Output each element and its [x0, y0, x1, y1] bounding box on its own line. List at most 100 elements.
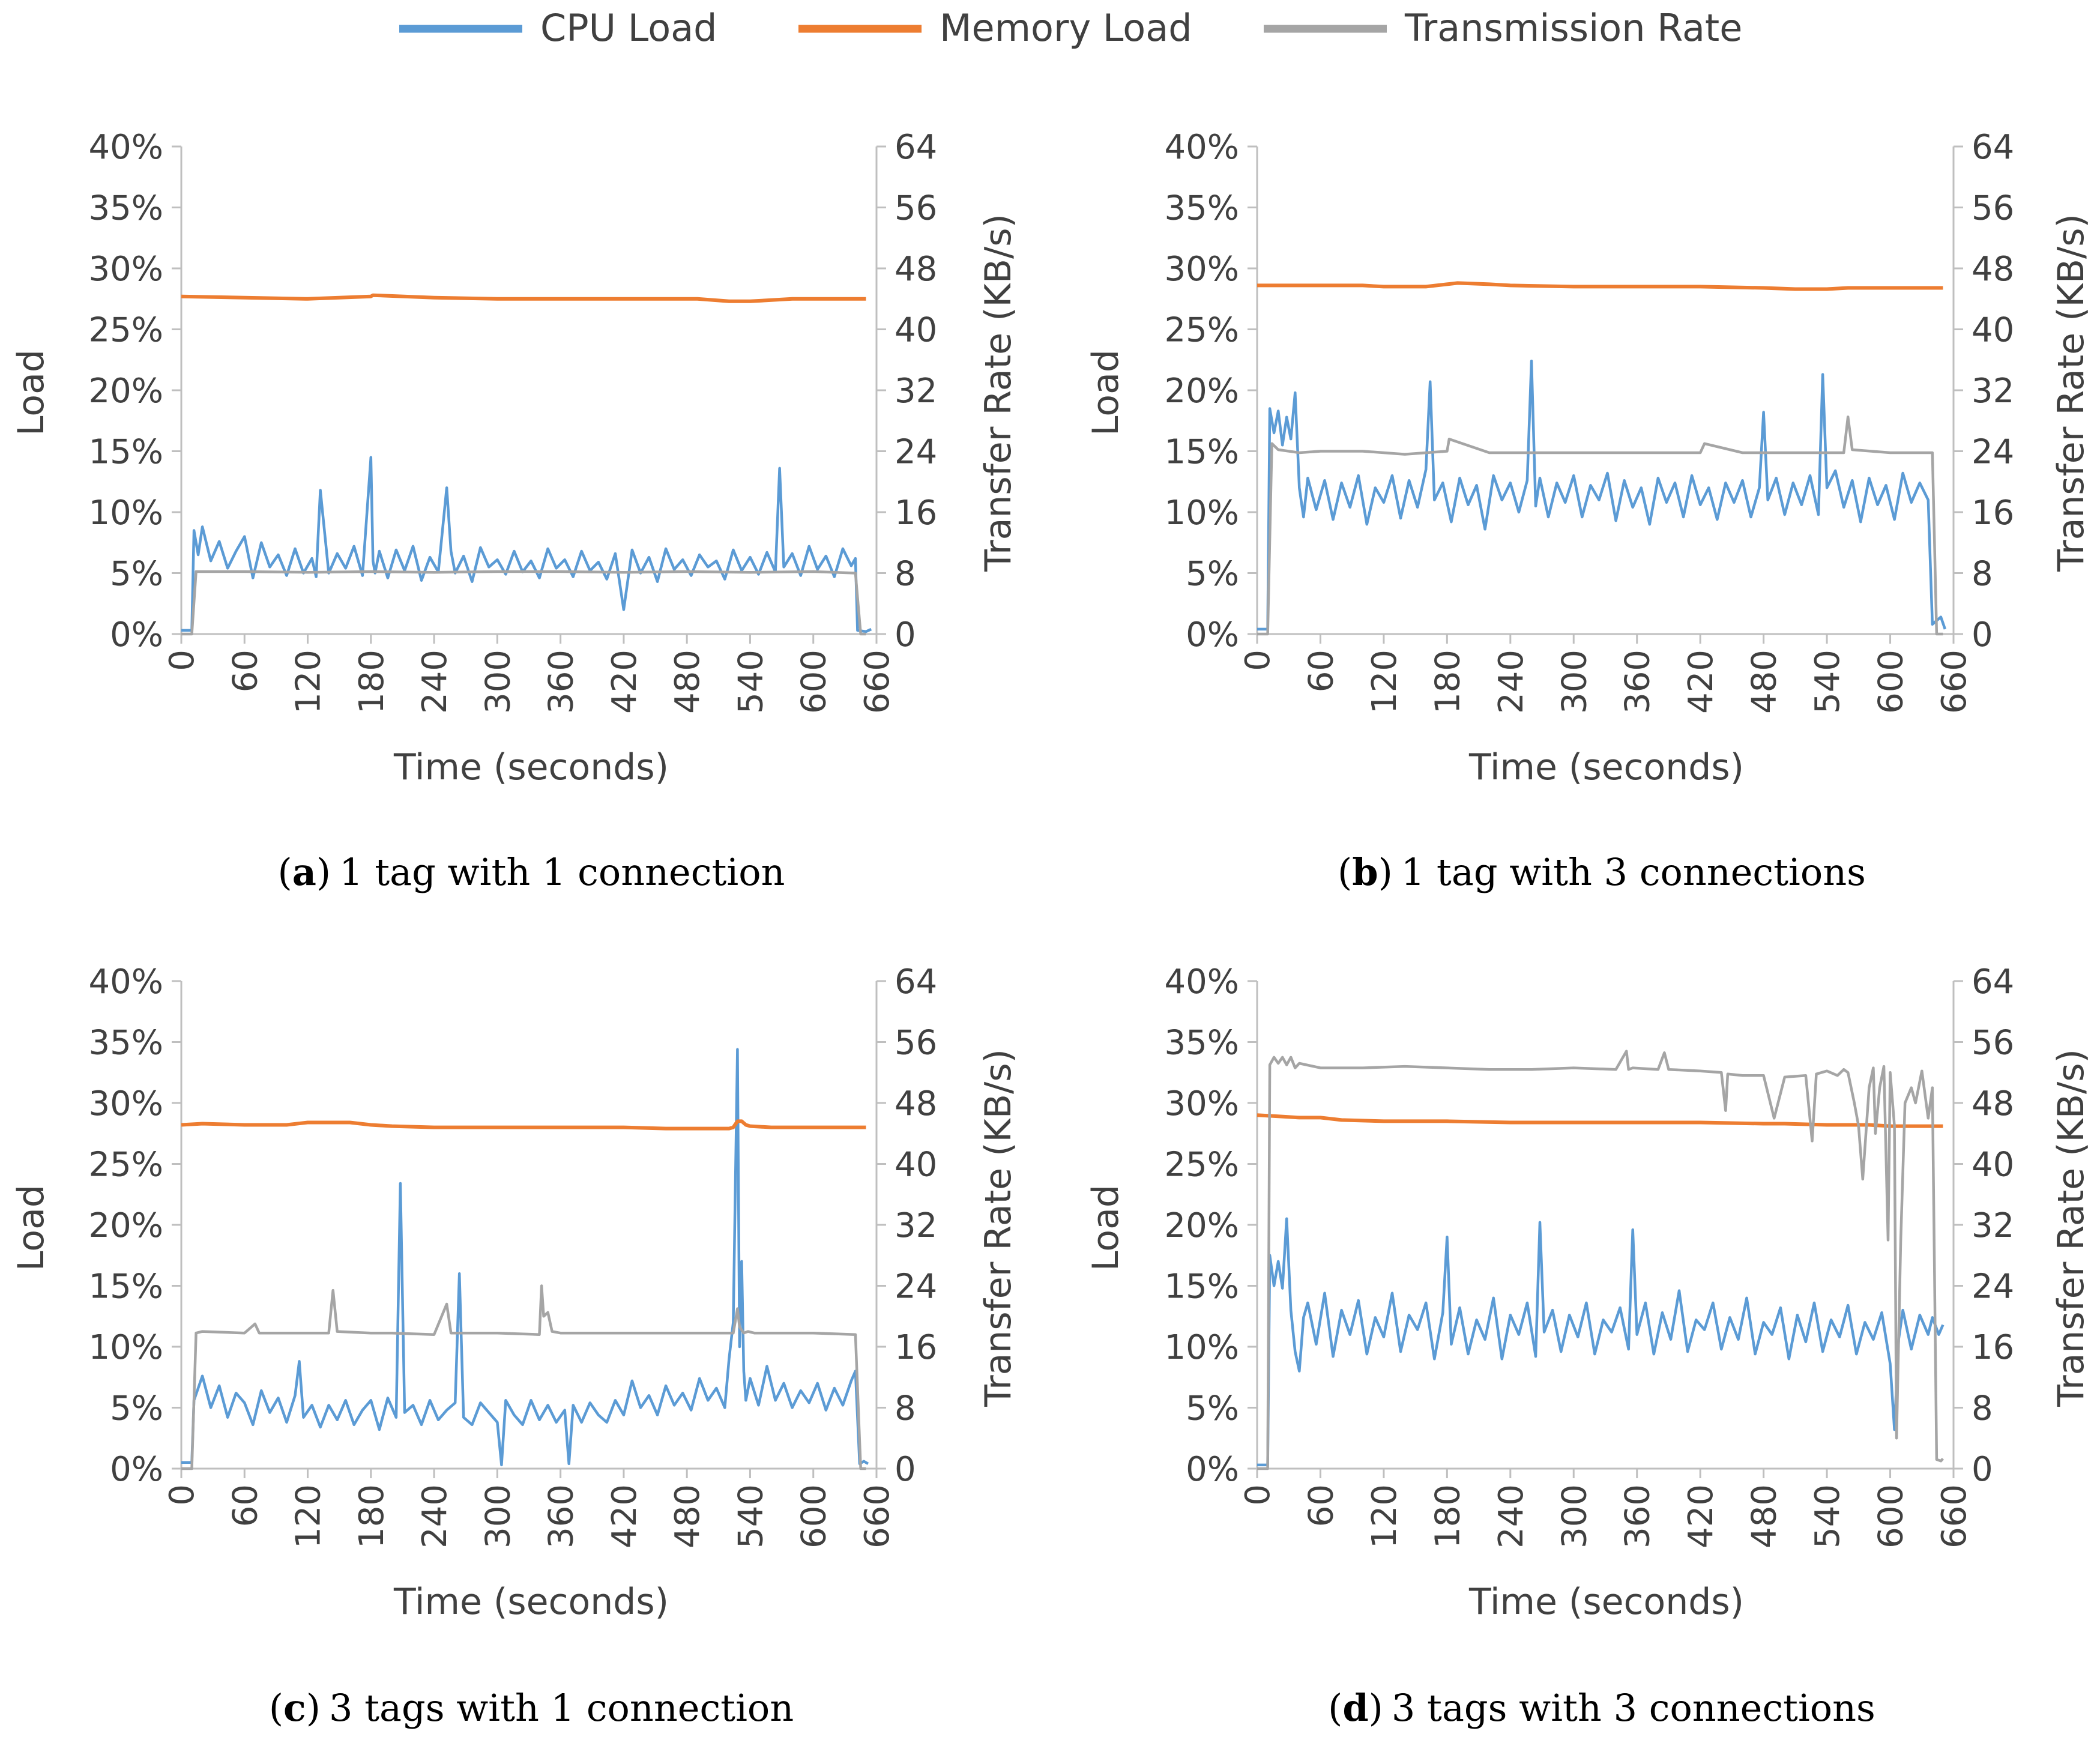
y-tick-label: 40%: [89, 128, 163, 167]
caption-text: 3 tags with 1 connection: [329, 1686, 794, 1730]
y-axis-title: Load: [1085, 349, 1127, 436]
panel-a: 0% 5% 10% 15% 20% 25% 30% 35% 40% 0 8 16 24 32 40 48 56 6…: [10, 128, 1019, 894]
caption-letter: d: [1342, 1686, 1368, 1730]
x-tick-label: 180: [1428, 650, 1467, 714]
y2-tick-label: 32: [1972, 1206, 2014, 1245]
y2-tick-label: 0: [895, 1450, 916, 1489]
series-lines: [1257, 1050, 1945, 1470]
y2-tick-label: 64: [1972, 962, 2014, 1001]
series-lines: [1257, 281, 1947, 636]
x-tick-label: 0: [163, 650, 202, 671]
x-tick-label: 120: [1365, 1484, 1404, 1548]
y-tick-label: 5%: [110, 555, 163, 594]
y-tick-label: 5%: [1186, 1389, 1239, 1428]
y2-tick-label: 24: [895, 1267, 937, 1307]
x-axis-title: Time (seconds): [1468, 1581, 1744, 1623]
series-line-memory-load: [181, 293, 866, 303]
y2-tick-label: 64: [1972, 128, 2014, 167]
x-tick-label: 240: [415, 1484, 454, 1548]
legend: CPU Load Memory Load Transmission Rate: [399, 6, 1742, 50]
y-tick-label: 20%: [1165, 372, 1239, 411]
caption: (a) 1 tag with 1 connection: [278, 850, 785, 894]
x-tick-label: 240: [1492, 650, 1531, 714]
legend-label-memory-load: Memory Load: [940, 6, 1192, 50]
y-tick-label: 15%: [1165, 433, 1239, 472]
caption-text: 1 tag with 1 connection: [339, 850, 785, 894]
x-tick-label: 600: [1872, 650, 1911, 714]
x-tick-label: 180: [352, 650, 391, 714]
y2-tick-label: 48: [1972, 250, 2014, 289]
y2-tick-label: 32: [895, 372, 937, 411]
y-tick-label: 20%: [89, 1206, 163, 1245]
y-tick-label: 35%: [89, 189, 163, 228]
x-tick-label: 300: [1555, 1484, 1594, 1548]
series-line-cpu-load: [1257, 360, 1947, 631]
y2-axis-title: Transfer Rate (KB/s): [2050, 214, 2092, 572]
x-tick-label: 0: [1239, 1484, 1278, 1506]
x-tick-label: 0: [1239, 650, 1278, 671]
panel-c: 0% 5% 10% 15% 20% 25% 30% 35% 40% 0 8 16 24 32 40 48 56 6…: [10, 962, 1019, 1730]
y2-tick-label: 24: [895, 433, 937, 472]
x-tick-label: 180: [1428, 1484, 1467, 1548]
series-line-transmission-rate: [1257, 1050, 1945, 1470]
y2-tick-label: 64: [895, 128, 937, 167]
y2-tick-label: 40: [1972, 311, 2014, 350]
x-tick-label: 360: [542, 650, 581, 714]
x-tick-label: 660: [858, 1484, 897, 1548]
tick-labels: 0% 5% 10% 15% 20% 25% 30% 35% 40% 0 8 16 24 32 40 48 56 6…: [89, 962, 938, 1548]
x-tick-label: 540: [731, 1484, 770, 1548]
y-axis-title: Load: [10, 349, 52, 436]
x-tick-label: 660: [1935, 650, 1974, 714]
y2-tick-label: 32: [1972, 372, 2014, 411]
x-tick-label: 0: [163, 1484, 202, 1506]
x-tick-label: 420: [605, 650, 644, 714]
tick-labels: 0% 5% 10% 15% 20% 25% 30% 35% 40% 0 8 16 24 32 40 48 56 6…: [89, 128, 938, 714]
x-tick-label: 120: [289, 650, 328, 714]
x-axis-title: Time (seconds): [393, 746, 669, 788]
x-tick-label: 480: [1745, 650, 1784, 714]
y-tick-label: 25%: [1165, 311, 1239, 350]
x-tick-label: 60: [226, 650, 265, 692]
x-tick-label: 60: [226, 1484, 265, 1527]
x-axis-title: Time (seconds): [1468, 746, 1744, 788]
y-tick-label: 25%: [1165, 1146, 1239, 1185]
y-tick-label: 30%: [89, 250, 163, 289]
series-line-cpu-load: [1257, 1217, 1945, 1467]
y-tick-label: 35%: [1165, 189, 1239, 228]
y-tick-label: 25%: [89, 311, 163, 350]
x-tick-label: 120: [289, 1484, 328, 1548]
y2-tick-label: 16: [1972, 494, 2014, 533]
y-tick-label: 0%: [1186, 1450, 1239, 1489]
y-tick-label: 15%: [1165, 1267, 1239, 1307]
x-tick-label: 420: [605, 1484, 644, 1548]
y-tick-label: 10%: [89, 494, 163, 533]
y2-tick-label: 16: [1972, 1328, 2014, 1367]
y2-axis-title: Transfer Rate (KB/s): [977, 214, 1019, 572]
x-tick-label: 300: [478, 650, 517, 714]
x-tick-label: 540: [731, 650, 770, 714]
panel-b: 0% 5% 10% 15% 20% 25% 30% 35% 40% 0 8 16 24 32 40 48 56 6…: [1085, 128, 2092, 894]
series-lines: [181, 1048, 869, 1470]
y2-tick-label: 0: [895, 615, 916, 654]
caption: (c) 3 tags with 1 connection: [269, 1686, 794, 1730]
y2-tick-label: 56: [895, 1024, 937, 1063]
x-tick-label: 660: [1935, 1484, 1974, 1548]
y-tick-label: 30%: [89, 1084, 163, 1123]
y-tick-label: 10%: [1165, 1328, 1239, 1367]
y2-tick-label: 56: [895, 189, 937, 228]
x-tick-label: 360: [542, 1484, 581, 1548]
series-line-transmission-rate: [1257, 415, 1943, 636]
x-tick-label: 240: [1492, 1484, 1531, 1548]
y2-tick-label: 8: [1972, 555, 1993, 594]
series-line-cpu-load: [181, 456, 872, 633]
y2-tick-label: 48: [1972, 1084, 2014, 1123]
x-axis-title: Time (seconds): [393, 1581, 669, 1623]
x-tick-label: 360: [1619, 1484, 1658, 1548]
series-line-memory-load: [1257, 1113, 1943, 1128]
y-axis-title: Load: [1085, 1185, 1127, 1271]
y-tick-label: 40%: [1165, 962, 1239, 1001]
caption-letter: a: [292, 850, 316, 894]
y2-tick-label: 56: [1972, 1024, 2014, 1063]
x-tick-label: 420: [1682, 650, 1721, 714]
